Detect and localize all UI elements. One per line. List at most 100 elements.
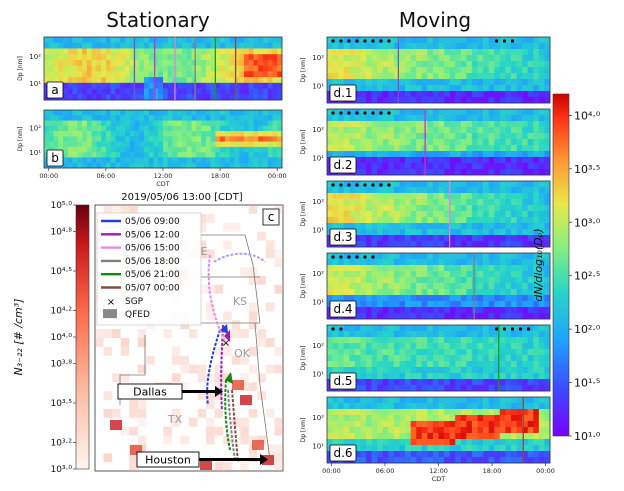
heatmap-cell	[455, 145, 462, 152]
heatmap-cell	[53, 110, 59, 116]
heatmap-cell	[505, 301, 512, 308]
heatmap-cell	[158, 37, 164, 44]
heatmap-cell	[510, 205, 517, 212]
heatmap-cell	[201, 48, 207, 55]
heatmap-cell	[449, 49, 456, 56]
heatmap-cell	[327, 427, 333, 434]
y-axis-label: Dp [nm]	[17, 127, 24, 152]
heatmap-cell	[438, 271, 445, 278]
heatmap-cell	[366, 349, 372, 356]
heatmap-cell	[499, 55, 506, 62]
heatmap-cell	[153, 110, 159, 116]
heatmap-cell	[332, 37, 339, 44]
heatmap-cell	[215, 48, 221, 55]
heatmap-cell	[410, 367, 417, 374]
heatmap-cell	[120, 152, 126, 158]
heatmap-cell	[239, 37, 245, 44]
heatmap-cell	[488, 73, 495, 80]
heatmap-cell	[382, 199, 389, 206]
heatmap-cell	[96, 110, 102, 116]
heatmap-cell	[516, 331, 523, 338]
heatmap-cell	[143, 42, 150, 49]
heatmap-cell	[205, 141, 211, 148]
heatmap-cell	[267, 65, 273, 72]
heatmap-cell	[53, 48, 59, 55]
heatmap-cell	[533, 91, 540, 98]
heatmap-cell	[158, 120, 164, 127]
heatmap-cell	[343, 151, 350, 158]
colorbar-right: 10⁴·⁰10³·⁵10³·⁰10²·⁵10²·⁰10¹·⁵10¹·⁰dN/dl…	[532, 93, 601, 443]
heatmap-cell	[510, 139, 517, 146]
heatmap-cell	[488, 223, 495, 230]
heatmap-cell	[455, 445, 462, 452]
heatmap-cell	[510, 289, 517, 296]
heatmap-cell	[416, 253, 423, 260]
heatmap-cell	[67, 157, 73, 164]
heatmap-cell	[234, 152, 240, 158]
heatmap-cell	[44, 157, 50, 164]
emission-pixel	[274, 444, 283, 454]
heatmap-cell	[410, 355, 417, 362]
heatmap-cell	[77, 115, 83, 121]
heatmap-cell	[234, 42, 240, 49]
heatmap-cell	[338, 367, 345, 374]
heatmap-cell	[120, 125, 126, 132]
heatmap-cell	[360, 151, 367, 158]
emission-pixel	[103, 329, 113, 338]
map-panel: 2019/05/06 13:00 [CDT]NEKSOKTX×05/06 09:…	[94, 192, 284, 472]
panel-label: d.4	[333, 302, 352, 316]
heatmap-cell	[343, 439, 350, 446]
heatmap-cell	[63, 110, 69, 116]
heatmap-cell	[455, 271, 462, 278]
flight-track	[231, 389, 239, 463]
heatmap-cell	[405, 205, 411, 212]
heatmap-cell	[377, 91, 384, 98]
heatmap-cell	[455, 151, 462, 158]
heatmap-cell	[360, 265, 367, 272]
heatmap-cell	[416, 289, 423, 296]
heatmap-cell	[449, 223, 456, 230]
heatmap-cell	[67, 115, 73, 121]
heatmap-cell	[77, 59, 83, 66]
heatmap-cell	[416, 109, 423, 116]
heatmap-cell	[421, 181, 428, 188]
heatmap-cell	[366, 289, 372, 296]
heatmap-cell	[510, 115, 517, 122]
heatmap-cell	[444, 283, 450, 290]
heatmap-cell	[516, 415, 523, 422]
heatmap-cell	[444, 265, 450, 272]
heatmap-cell	[110, 146, 116, 153]
heatmap-cell	[505, 67, 512, 74]
heatmap-cell	[505, 265, 512, 272]
heatmap-cell	[63, 125, 69, 132]
heatmap-cell	[416, 385, 423, 392]
heatmap-cell	[382, 49, 389, 56]
flight-dot	[363, 255, 367, 259]
heatmap-cell	[488, 439, 495, 446]
heatmap-cell	[460, 235, 467, 242]
heatmap-cell	[366, 253, 372, 260]
heatmap-cell	[410, 427, 417, 434]
heatmap-cell	[153, 65, 159, 72]
heatmap-cell	[327, 289, 333, 296]
heatmap-cell	[455, 343, 462, 350]
emission-pixel	[214, 391, 224, 401]
heatmap-cell	[349, 55, 356, 62]
y-axis-label: Dp [nm]	[17, 56, 24, 81]
heatmap-cell	[366, 91, 372, 98]
heatmap-cell	[460, 67, 467, 74]
heatmap-cell	[86, 71, 92, 78]
heatmap-cell	[466, 145, 473, 152]
heatmap-cell	[538, 433, 545, 440]
heatmap-cell	[262, 146, 269, 153]
heatmap-cell	[63, 115, 69, 121]
y-tick-label: 10²	[312, 270, 324, 278]
heatmap-cell	[449, 313, 456, 320]
heatmap-cell	[399, 295, 406, 302]
panel-label-box	[262, 208, 280, 226]
heatmap-cell	[143, 141, 150, 148]
heatmap-cell	[527, 331, 534, 338]
heatmap-cell	[182, 162, 188, 169]
y-axis-label: Dp [nm]	[300, 418, 307, 443]
heatmap-cell	[153, 152, 159, 158]
